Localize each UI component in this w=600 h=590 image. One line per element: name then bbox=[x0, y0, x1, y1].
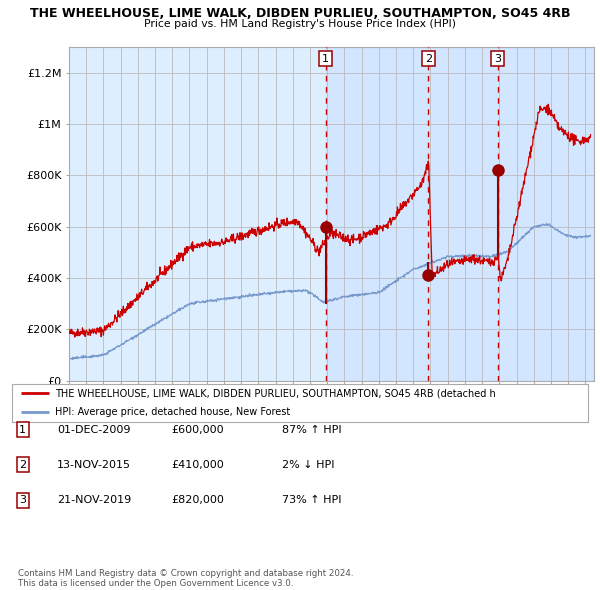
Text: 3: 3 bbox=[19, 496, 26, 505]
Text: 73% ↑ HPI: 73% ↑ HPI bbox=[282, 496, 341, 505]
Text: 87% ↑ HPI: 87% ↑ HPI bbox=[282, 425, 341, 434]
Text: £410,000: £410,000 bbox=[171, 460, 224, 470]
Text: THE WHEELHOUSE, LIME WALK, DIBDEN PURLIEU, SOUTHAMPTON, SO45 4RB (detached h: THE WHEELHOUSE, LIME WALK, DIBDEN PURLIE… bbox=[55, 388, 496, 398]
Text: £600,000: £600,000 bbox=[171, 425, 224, 434]
Text: 2% ↓ HPI: 2% ↓ HPI bbox=[282, 460, 335, 470]
Text: 2: 2 bbox=[19, 460, 26, 470]
Text: £820,000: £820,000 bbox=[171, 496, 224, 505]
Text: THE WHEELHOUSE, LIME WALK, DIBDEN PURLIEU, SOUTHAMPTON, SO45 4RB: THE WHEELHOUSE, LIME WALK, DIBDEN PURLIE… bbox=[30, 7, 570, 20]
Text: 13-NOV-2015: 13-NOV-2015 bbox=[57, 460, 131, 470]
Text: 21-NOV-2019: 21-NOV-2019 bbox=[57, 496, 131, 505]
Bar bbox=[326, 47, 600, 381]
Text: 2: 2 bbox=[425, 54, 432, 64]
Text: Price paid vs. HM Land Registry's House Price Index (HPI): Price paid vs. HM Land Registry's House … bbox=[144, 19, 456, 30]
Text: 1: 1 bbox=[19, 425, 26, 434]
Text: HPI: Average price, detached house, New Forest: HPI: Average price, detached house, New … bbox=[55, 407, 290, 417]
Text: 3: 3 bbox=[494, 54, 501, 64]
Text: Contains HM Land Registry data © Crown copyright and database right 2024.
This d: Contains HM Land Registry data © Crown c… bbox=[18, 569, 353, 588]
Text: 1: 1 bbox=[322, 54, 329, 64]
Text: 01-DEC-2009: 01-DEC-2009 bbox=[57, 425, 131, 434]
